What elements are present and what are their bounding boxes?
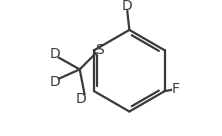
Text: F: F xyxy=(172,82,180,96)
Text: D: D xyxy=(76,92,86,106)
Text: D: D xyxy=(122,0,133,13)
Text: D: D xyxy=(50,75,61,89)
Text: D: D xyxy=(50,47,61,61)
Text: S: S xyxy=(95,43,104,57)
